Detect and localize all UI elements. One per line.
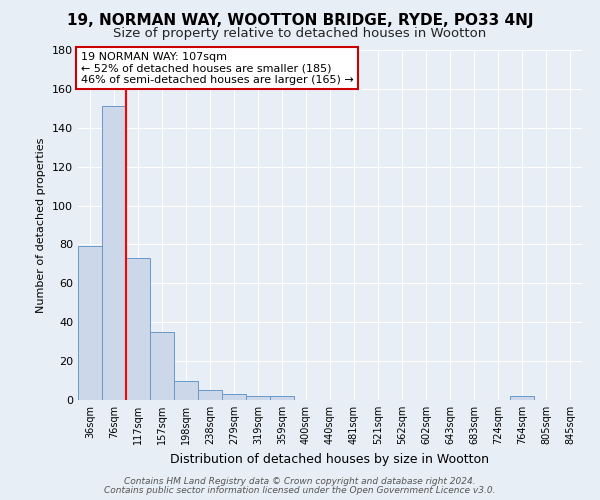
- Bar: [222, 394, 246, 400]
- Bar: [510, 396, 534, 400]
- Text: 19 NORMAN WAY: 107sqm
← 52% of detached houses are smaller (185)
46% of semi-det: 19 NORMAN WAY: 107sqm ← 52% of detached …: [80, 52, 353, 85]
- Y-axis label: Number of detached properties: Number of detached properties: [37, 138, 46, 312]
- Bar: [246, 396, 270, 400]
- Bar: [198, 390, 222, 400]
- Bar: [126, 258, 150, 400]
- Text: Size of property relative to detached houses in Wootton: Size of property relative to detached ho…: [113, 28, 487, 40]
- Text: Contains HM Land Registry data © Crown copyright and database right 2024.: Contains HM Land Registry data © Crown c…: [124, 477, 476, 486]
- Bar: [102, 106, 126, 400]
- Text: 19, NORMAN WAY, WOOTTON BRIDGE, RYDE, PO33 4NJ: 19, NORMAN WAY, WOOTTON BRIDGE, RYDE, PO…: [67, 12, 533, 28]
- Bar: [270, 396, 294, 400]
- Text: Contains public sector information licensed under the Open Government Licence v3: Contains public sector information licen…: [104, 486, 496, 495]
- Bar: [150, 332, 174, 400]
- Bar: [78, 246, 102, 400]
- Bar: [174, 380, 198, 400]
- X-axis label: Distribution of detached houses by size in Wootton: Distribution of detached houses by size …: [170, 452, 490, 466]
